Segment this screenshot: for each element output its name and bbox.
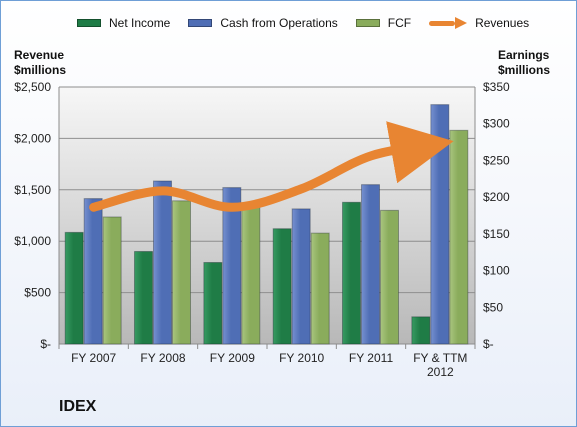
net-income-bar (64, 231, 84, 345)
left-tick-label: $500 (24, 286, 51, 300)
x-tick-label-line: FY 2007 (71, 351, 116, 365)
right-tick-label: $50 (483, 300, 503, 314)
left-tick-label: $- (40, 337, 51, 351)
cash-from-operations-bar (291, 208, 311, 345)
x-tick-label: FY 2007 (71, 351, 116, 365)
x-tick-label-line: 2012 (427, 365, 454, 379)
cash-from-operations-bar (222, 187, 242, 345)
right-tick-label: $200 (483, 190, 510, 204)
net-income-swatch (77, 19, 101, 27)
right-tick-label: $100 (483, 264, 510, 278)
revenues-trend-line (89, 121, 454, 212)
net-income-bar (272, 228, 292, 345)
company-title: IDEX (59, 398, 97, 415)
legend-item-net-income: Net Income (77, 16, 170, 30)
left-tick-label: $1,000 (14, 234, 51, 248)
x-tick-label-line: FY 2009 (210, 351, 255, 365)
fcf-bar (310, 232, 330, 345)
right-tick-label: $150 (483, 227, 510, 241)
right-axis-title: Earnings $millions (498, 48, 551, 77)
legend-label-revenues: Revenues (475, 16, 530, 30)
legend: Net Income Cash from Operations FCF Reve… (77, 16, 529, 30)
x-tick-label: FY 2009 (210, 351, 255, 365)
net-income-bar (411, 316, 431, 345)
legend-item-revenues: Revenues (429, 16, 529, 30)
x-tick-label: FY 2011 (349, 351, 394, 365)
right-tick-label: $350 (483, 80, 510, 94)
fcf-bar (172, 200, 191, 345)
fcf-bar (241, 205, 261, 345)
legend-item-fcf: FCF (355, 16, 412, 30)
legend-label-fcf: FCF (387, 16, 412, 30)
right-tick-label: $300 (483, 117, 510, 131)
right-tick-label: $- (483, 337, 494, 351)
x-tick-label-line: FY & TTM (413, 351, 467, 365)
legend-label-cash-from-operations: Cash from Operations (220, 16, 338, 30)
fcf-bar (449, 129, 469, 345)
x-tick-label-line: FY 2008 (140, 351, 185, 365)
cash-from-operations-bar (83, 198, 103, 345)
left-tick-label: $1,500 (14, 183, 51, 197)
fcf-bar (380, 209, 399, 345)
net-income-bar (134, 250, 153, 345)
fcf-bar (102, 216, 122, 345)
legend-item-cash-from-operations: Cash from Operations (188, 16, 338, 30)
x-tick-label: FY & TTM 2012 (413, 351, 467, 379)
right-tick-label: $250 (483, 153, 510, 167)
x-tick-label-line: FY 2010 (279, 351, 324, 365)
net-income-bar (203, 261, 223, 345)
cash-from-operations-bar (153, 180, 172, 345)
x-tick-label: FY 2010 (279, 351, 324, 365)
left-tick-label: $2,000 (14, 131, 51, 145)
left-axis-title: Revenue $millions (14, 48, 67, 77)
net-income-bar (342, 201, 361, 345)
revenues-arrow-icon (429, 17, 468, 29)
x-tick-label-line: FY 2011 (349, 351, 394, 365)
legend-label-net-income: Net Income (109, 16, 171, 30)
fcf-swatch (355, 19, 380, 27)
cash-from-operations-swatch (188, 19, 213, 27)
cash-from-operations-bar (361, 184, 380, 345)
left-tick-label: $2,500 (14, 80, 51, 94)
x-tick-label: FY 2008 (140, 351, 185, 365)
